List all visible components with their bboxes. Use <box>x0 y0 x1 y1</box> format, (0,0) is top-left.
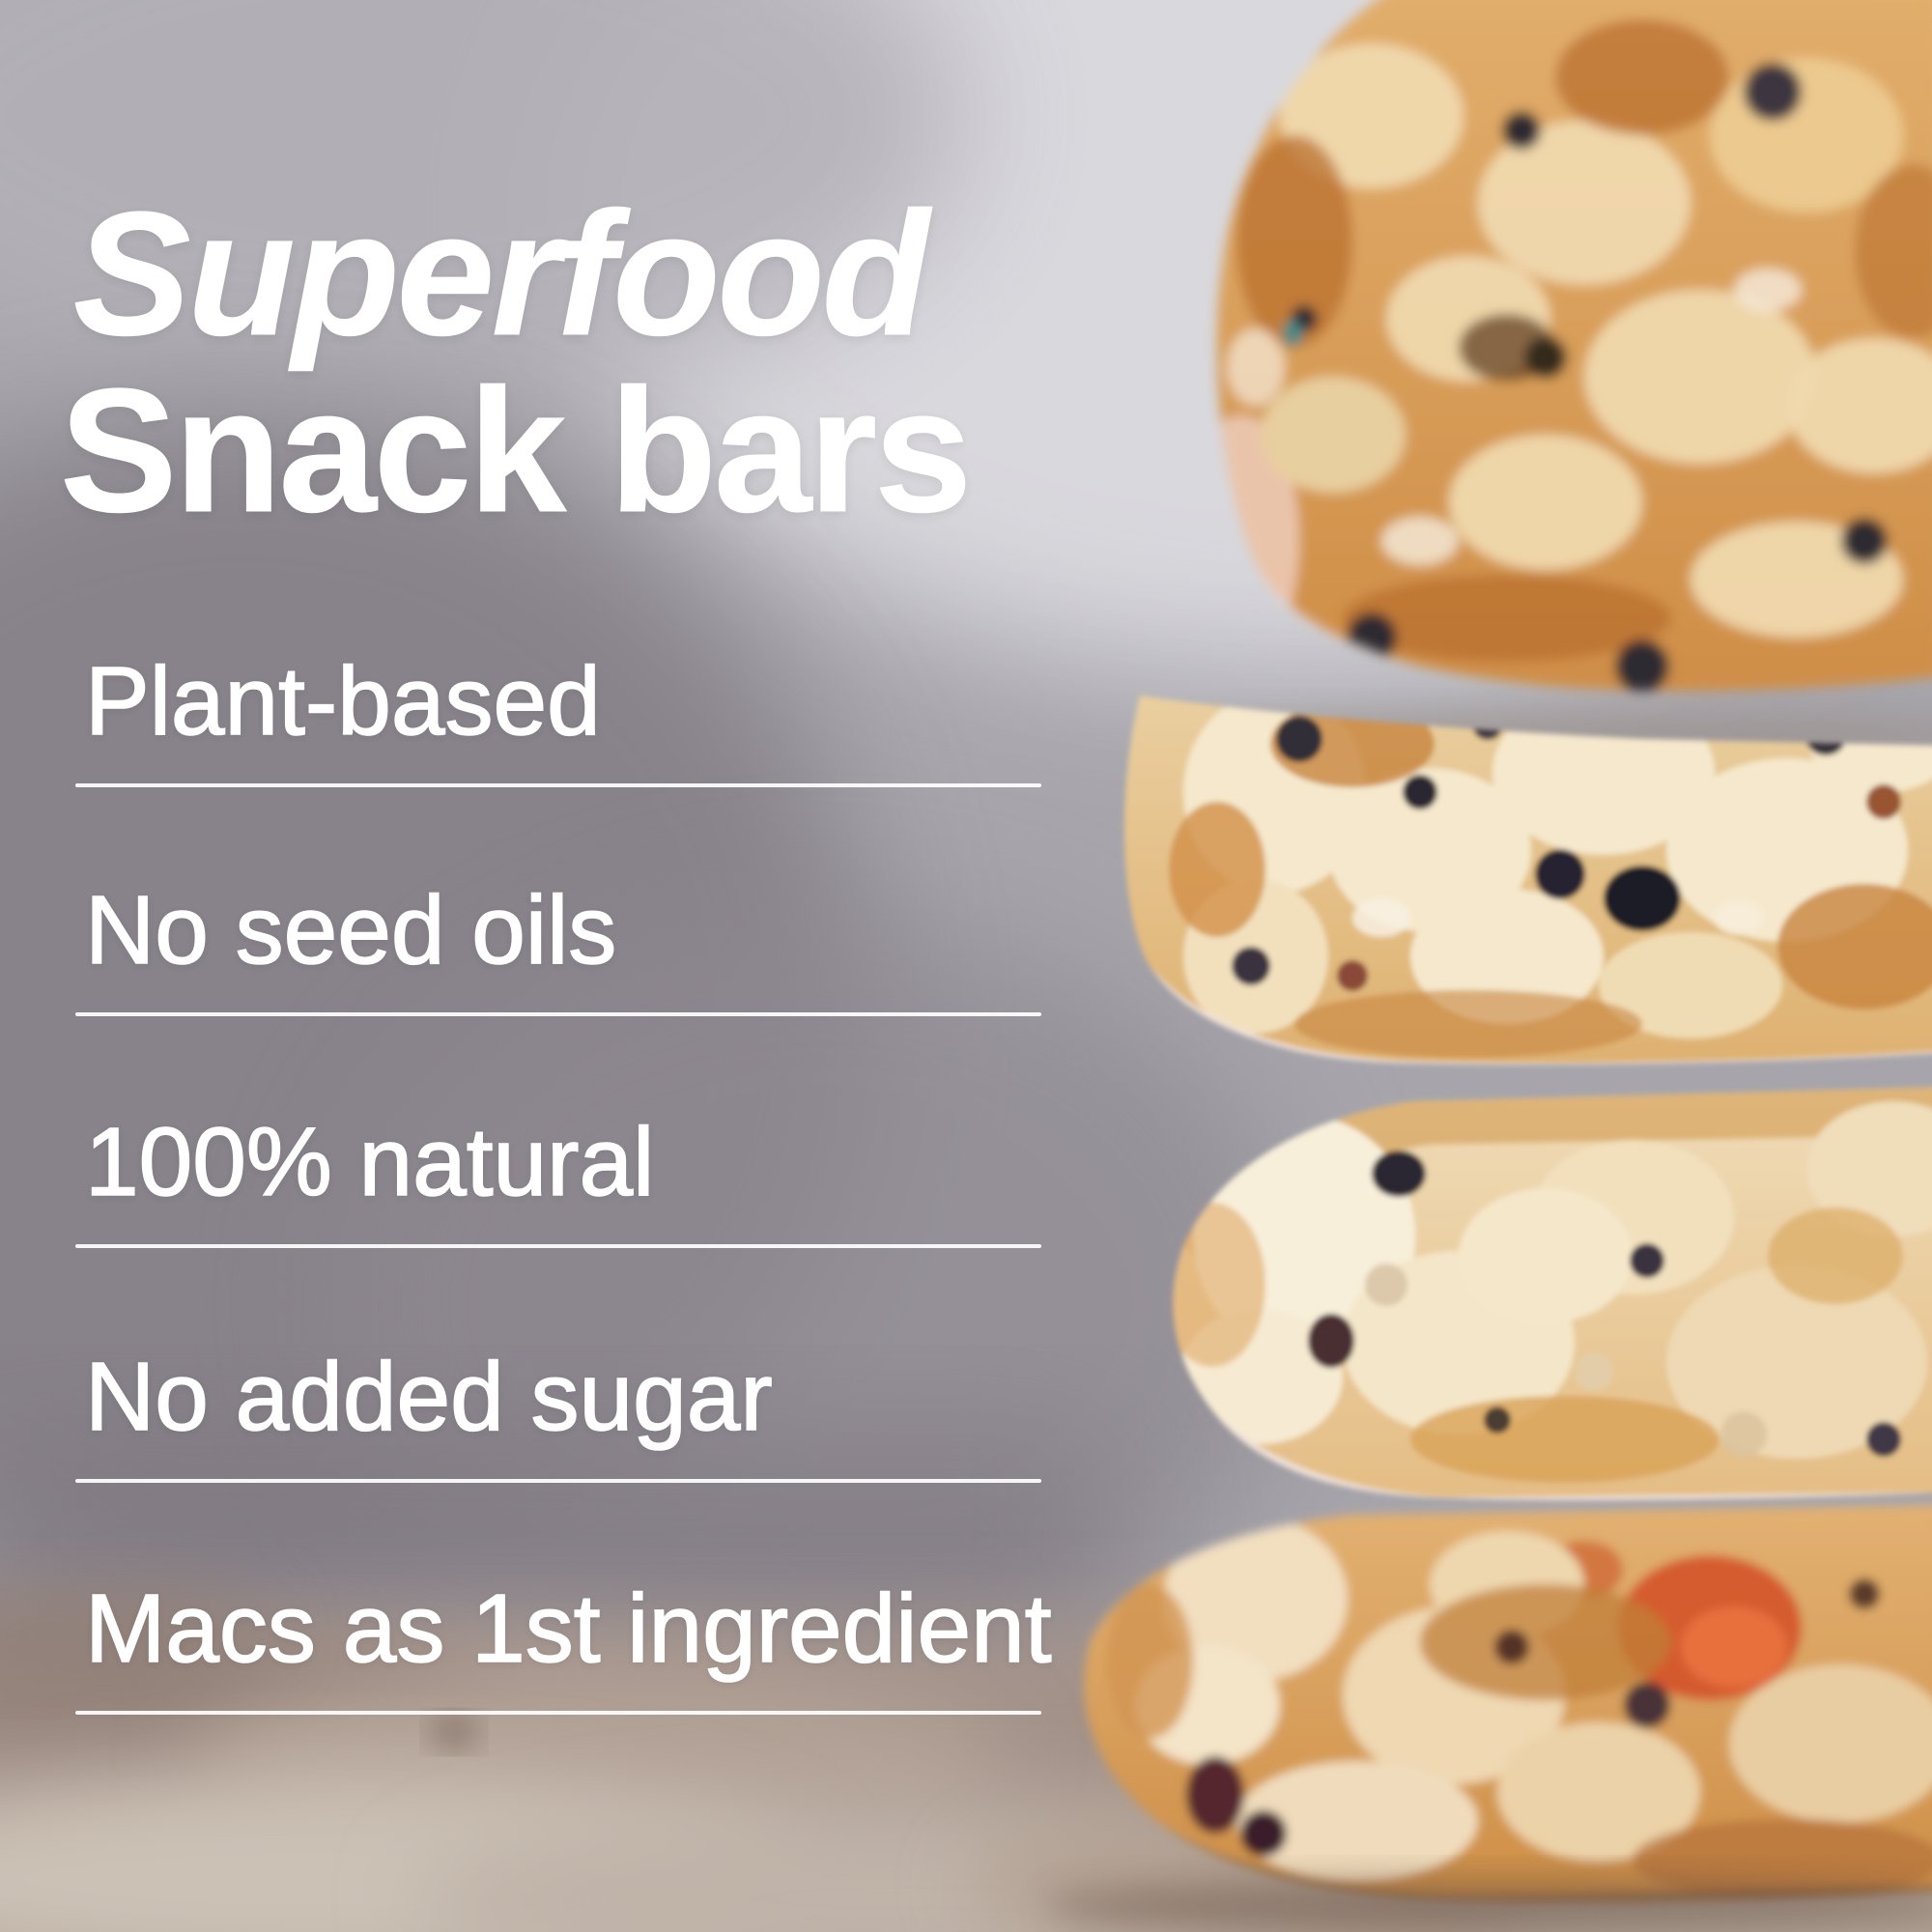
feature-no-seed-oils: No seed oils <box>84 876 617 984</box>
feature-plant-based: Plant-based <box>84 647 601 755</box>
title-line-snack-bars: Snack bars <box>59 351 972 549</box>
divider-line <box>75 1012 1041 1016</box>
page-title: Superfood Snack bars <box>59 175 972 549</box>
divider-line <box>75 1479 1041 1483</box>
divider-line <box>75 783 1041 787</box>
feature-list: Plant-based No seed oils 100% natural No… <box>75 0 1052 1932</box>
divider-line <box>75 1244 1041 1248</box>
divider-line <box>75 1711 1041 1715</box>
feature-no-added-sugar: No added sugar <box>84 1343 773 1451</box>
title-line-superfood: Superfood <box>72 175 929 372</box>
feature-macs-first-ingredient: Macs as 1st ingredient <box>84 1575 1052 1683</box>
feature-100-natural: 100% natural <box>84 1108 655 1216</box>
